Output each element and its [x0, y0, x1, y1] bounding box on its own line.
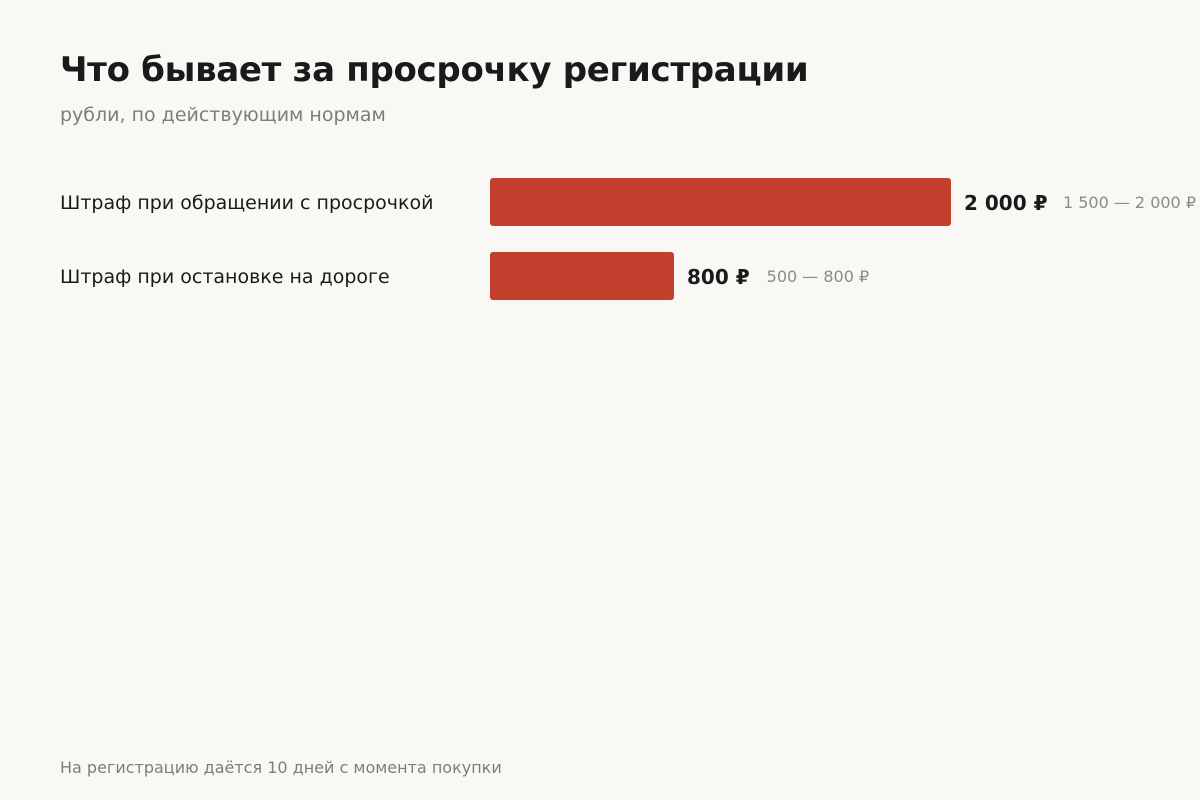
value-label: 2 000 ₽: [964, 191, 1048, 215]
value-label: 800 ₽: [687, 265, 750, 289]
range-label: 500 — 800 ₽: [766, 267, 870, 286]
chart-subtitle: рубли, по действующим нормам: [60, 104, 386, 126]
category-label: Штраф при обращении с просрочкой: [60, 192, 434, 214]
bar: [490, 178, 951, 226]
category-label: Штраф при остановке на дороге: [60, 266, 390, 288]
bar: [490, 252, 674, 300]
range-label: 1 500 — 2 000 ₽: [1062, 193, 1196, 212]
chart-title: Что бывает за просрочку регистрации: [60, 50, 809, 90]
footnote: На регистрацию даётся 10 дней с момента …: [60, 758, 502, 777]
